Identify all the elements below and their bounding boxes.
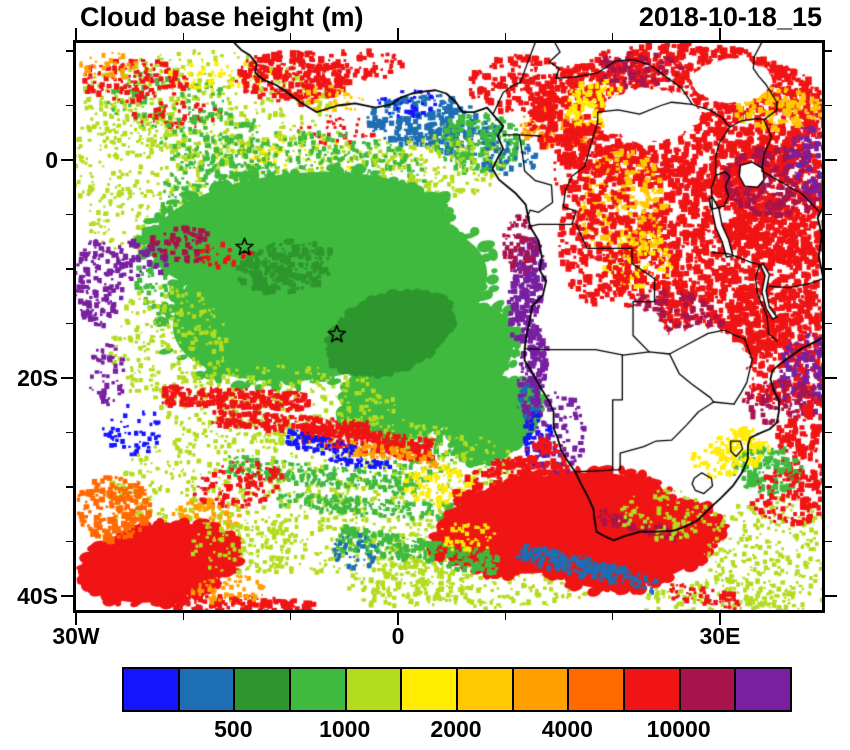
colorbar-tick-label: 10000: [646, 716, 711, 742]
colorbar-cell-blue: [122, 667, 180, 712]
tick-mark: [66, 104, 73, 107]
tick-mark: [825, 158, 837, 162]
tick-mark: [825, 322, 832, 325]
colorbar-cell-steel: [177, 667, 236, 712]
tick-mark: [611, 613, 614, 620]
tick-mark: [182, 33, 185, 40]
colorbar-tick-label: 500: [214, 716, 253, 742]
timestamp-label: 2018-10-18_15: [638, 2, 822, 32]
tick-mark: [396, 28, 400, 40]
tick-mark: [825, 540, 832, 543]
tick-mark: [289, 33, 292, 40]
tick-mark: [66, 431, 73, 434]
tick-mark: [396, 613, 400, 625]
tick-mark: [66, 486, 73, 488]
colorbar-cell-green_dark: [233, 667, 291, 712]
tick-mark: [74, 28, 78, 40]
colorbar-cell-green: [288, 667, 347, 712]
tick-mark: [66, 268, 73, 270]
tick-mark: [825, 213, 832, 216]
tick-mark: [825, 104, 832, 107]
colorbar-cell-amber: [455, 667, 514, 712]
colorbar-cell-red: [622, 667, 681, 712]
tick-mark: [61, 376, 73, 380]
x-axis-tick-label: 30E: [699, 623, 741, 649]
tick-mark: [61, 594, 73, 598]
tick-mark: [66, 50, 73, 52]
x-axis-tick-label: 30W: [52, 623, 100, 649]
colorbar-cell-yellow: [400, 667, 458, 712]
tick-mark: [825, 376, 837, 380]
tick-mark: [182, 613, 185, 620]
colorbar-tick-label: 2000: [430, 716, 482, 742]
map-frame: [73, 40, 825, 613]
colorbar-tick-label: 4000: [541, 716, 593, 742]
tick-mark: [825, 50, 832, 52]
tick-mark: [825, 431, 832, 434]
x-axis-tick-label: 0: [391, 623, 405, 649]
y-axis-tick-label: 20S: [17, 365, 58, 391]
map-canvas: [76, 43, 822, 610]
tick-mark: [718, 613, 722, 625]
y-axis-tick-label: 40S: [17, 583, 58, 609]
tick-mark: [825, 486, 832, 488]
colorbar-cell-maroon: [678, 667, 737, 712]
tick-mark: [504, 613, 507, 620]
colorbar-cell-ygreen: [344, 667, 403, 712]
tick-mark: [74, 613, 78, 625]
colorbar-tick-label: 1000: [319, 716, 371, 742]
y-axis-tick-label: 0: [45, 147, 58, 173]
tick-mark: [66, 213, 73, 216]
tick-mark: [718, 28, 722, 40]
colorbar-cell-orange_red: [567, 667, 625, 712]
tick-mark: [504, 33, 507, 40]
tick-mark: [825, 268, 832, 270]
tick-mark: [289, 613, 292, 620]
tick-mark: [66, 540, 73, 543]
colorbar: [122, 667, 792, 712]
colorbar-cell-orange: [511, 667, 570, 712]
tick-mark: [611, 33, 614, 40]
tick-mark: [825, 594, 837, 598]
plot-title: Cloud base height (m): [80, 2, 364, 32]
tick-mark: [66, 322, 73, 325]
tick-mark: [61, 158, 73, 162]
colorbar-cell-purple: [734, 667, 792, 712]
